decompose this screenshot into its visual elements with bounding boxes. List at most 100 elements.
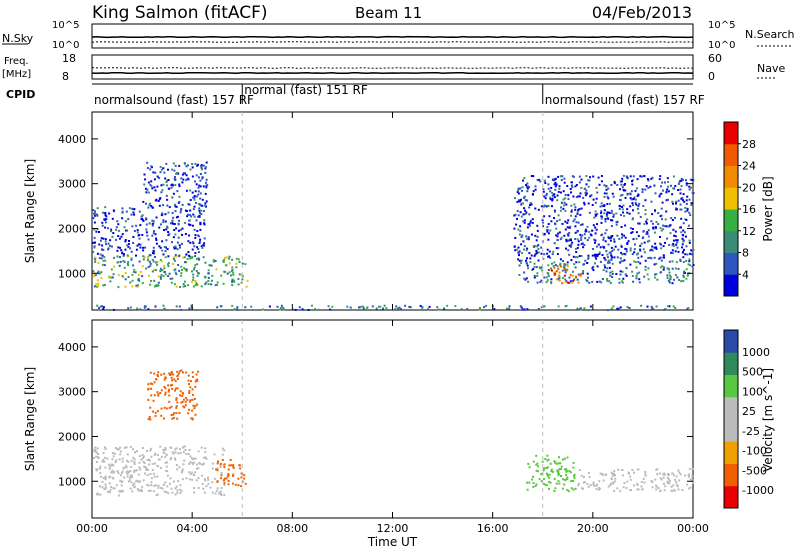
data-cell xyxy=(182,463,185,466)
data-cell xyxy=(658,472,661,475)
data-cell xyxy=(181,268,183,271)
data-cell xyxy=(187,453,190,456)
data-cell xyxy=(164,220,167,223)
data-cell xyxy=(178,269,181,272)
data-cell xyxy=(177,264,180,266)
data-cell xyxy=(162,304,165,307)
data-cell xyxy=(130,465,133,468)
data-cell xyxy=(601,233,604,236)
data-cell xyxy=(668,243,671,246)
data-cell xyxy=(588,236,591,239)
data-cell xyxy=(200,285,203,288)
data-cell xyxy=(610,209,613,212)
data-cell xyxy=(562,265,565,268)
data-cell xyxy=(188,471,191,474)
data-cell xyxy=(188,234,191,237)
data-cell xyxy=(521,252,524,255)
data-cell xyxy=(622,260,625,263)
data-cell xyxy=(666,237,669,240)
date-label: 04/Feb/2013 xyxy=(592,3,692,22)
data-cell xyxy=(650,305,653,308)
data-cell xyxy=(103,460,106,463)
data-cell xyxy=(191,388,194,391)
data-cell xyxy=(570,239,572,242)
data-cell xyxy=(662,228,665,231)
data-cell xyxy=(674,274,677,276)
data-cell xyxy=(664,181,666,184)
data-cell xyxy=(518,233,521,236)
nsky-tick-bottom: 10^0 xyxy=(52,40,79,51)
data-cell xyxy=(182,398,185,401)
data-cell xyxy=(156,285,159,287)
data-cell xyxy=(566,185,569,187)
data-cell xyxy=(674,250,677,253)
data-cell xyxy=(157,394,160,397)
data-cell xyxy=(153,475,156,478)
data-cell xyxy=(159,165,162,168)
data-cell xyxy=(189,386,192,389)
colorbar-swatch xyxy=(724,274,738,297)
data-cell xyxy=(642,477,645,480)
data-cell xyxy=(666,305,669,308)
data-cell xyxy=(676,485,679,488)
data-cell xyxy=(146,459,149,461)
data-cell xyxy=(618,205,621,208)
data-cell xyxy=(178,200,181,203)
data-cell xyxy=(164,391,167,394)
data-cell xyxy=(533,262,536,265)
data-cell xyxy=(583,476,585,478)
data-cell xyxy=(606,195,609,198)
data-cell xyxy=(202,487,205,490)
data-cell xyxy=(133,470,136,473)
data-cell xyxy=(101,486,104,489)
data-cell xyxy=(557,474,560,477)
data-cell xyxy=(187,284,190,287)
data-cell xyxy=(128,476,131,479)
data-cell xyxy=(196,274,199,277)
nave-label: Nave xyxy=(757,62,785,75)
data-cell xyxy=(133,458,136,461)
data-cell xyxy=(111,469,114,472)
data-cell xyxy=(115,238,117,241)
data-cell xyxy=(547,183,550,186)
data-cell xyxy=(605,215,608,218)
data-cell xyxy=(121,252,124,255)
colorbar-tick-label: 20 xyxy=(742,181,756,194)
data-cell xyxy=(520,203,523,206)
data-cell xyxy=(515,248,518,251)
data-cell xyxy=(657,212,660,215)
data-cell xyxy=(611,235,614,237)
data-cell xyxy=(554,210,556,213)
data-cell xyxy=(536,235,539,238)
data-cell xyxy=(589,176,591,179)
data-cell xyxy=(168,394,171,397)
data-cell xyxy=(570,214,573,217)
data-cell xyxy=(607,187,610,190)
data-cell xyxy=(592,265,595,268)
data-cell xyxy=(174,380,177,383)
data-cell xyxy=(571,186,574,189)
data-cell xyxy=(175,412,178,415)
data-cell xyxy=(519,187,522,190)
data-cell xyxy=(404,304,407,307)
data-cell xyxy=(545,276,548,279)
data-cell xyxy=(116,255,119,258)
data-cell xyxy=(97,284,99,287)
data-cell xyxy=(575,256,577,259)
cpid-segment-label: normalsound (fast) 157 RF xyxy=(94,93,254,107)
data-cell xyxy=(199,223,202,226)
data-cell xyxy=(552,265,555,268)
data-cell xyxy=(130,250,133,253)
data-cell xyxy=(128,479,131,482)
data-cell xyxy=(608,261,611,264)
data-cell xyxy=(523,195,526,198)
data-cell xyxy=(655,305,658,308)
data-cell xyxy=(570,209,573,212)
data-cell xyxy=(532,268,535,270)
data-cell xyxy=(95,451,98,454)
data-cell xyxy=(548,473,551,476)
data-cell xyxy=(589,305,592,308)
data-cell xyxy=(577,482,580,485)
data-cell xyxy=(674,185,677,187)
data-cell xyxy=(107,242,110,245)
